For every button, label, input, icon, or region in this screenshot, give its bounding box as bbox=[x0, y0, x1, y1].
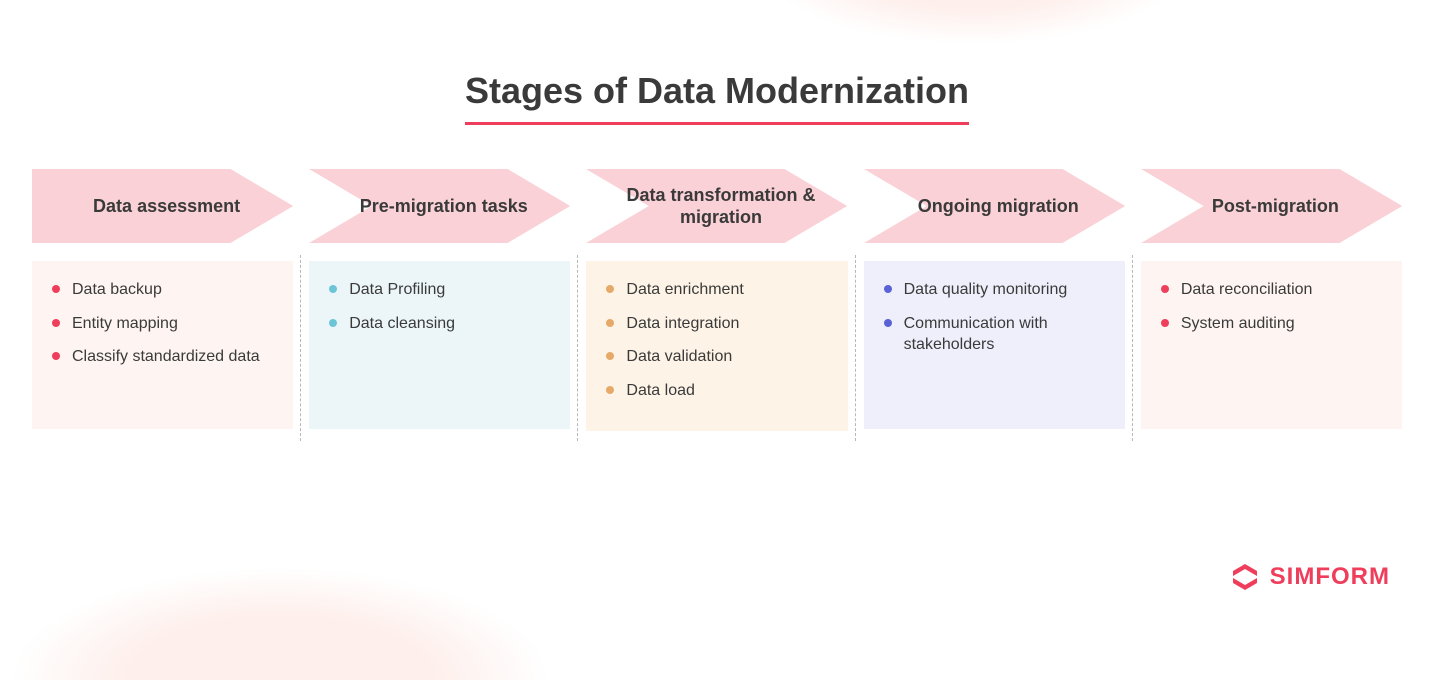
stage-item-list: Data enrichment Data integration Data vali… bbox=[606, 279, 829, 401]
stage-item-list: Data quality monitoring Communication wit… bbox=[884, 279, 1107, 356]
stages-row: Data assessment Data backup Entity mapping… bbox=[24, 169, 1410, 431]
brand-logo: SIMFORM bbox=[1230, 562, 1390, 592]
bg-wave-bottom bbox=[0, 520, 600, 680]
list-item: Data validation bbox=[606, 346, 829, 368]
stage-card: Data quality monitoring Communication wit… bbox=[864, 261, 1125, 429]
stage-column: Data assessment Data backup Entity mapping… bbox=[24, 169, 301, 431]
title-container: Stages of Data Modernization bbox=[0, 0, 1434, 125]
list-item: Data quality monitoring bbox=[884, 279, 1107, 301]
list-item: Data reconciliation bbox=[1161, 279, 1384, 301]
stage-item-list: Data reconciliation System auditing bbox=[1161, 279, 1384, 334]
list-item: System auditing bbox=[1161, 313, 1384, 335]
stage-label: Ongoing migration bbox=[884, 195, 1105, 218]
page-title: Stages of Data Modernization bbox=[465, 70, 969, 125]
stage-label: Post-migration bbox=[1178, 195, 1365, 218]
brand-logo-text: SIMFORM bbox=[1270, 563, 1390, 591]
stage-column: Post-migration Data reconciliation System … bbox=[1133, 169, 1410, 431]
list-item: Data Profiling bbox=[329, 279, 552, 301]
stage-card: Data enrichment Data integration Data vali… bbox=[586, 261, 847, 431]
stage-card: Data Profiling Data cleansing bbox=[309, 261, 570, 429]
stage-chevron: Data assessment bbox=[32, 169, 293, 243]
list-item: Data integration bbox=[606, 313, 829, 335]
stage-column: Ongoing migration Data quality monitoring… bbox=[856, 169, 1133, 431]
stage-item-list: Data Profiling Data cleansing bbox=[329, 279, 552, 334]
list-item: Data load bbox=[606, 380, 829, 402]
stage-column: Pre-migration tasks Data Profiling Data cl… bbox=[301, 169, 578, 431]
list-item: Communication with stakeholders bbox=[884, 313, 1107, 356]
stage-label: Pre-migration tasks bbox=[326, 195, 554, 218]
stage-chevron: Ongoing migration bbox=[864, 169, 1125, 243]
stage-label: Data assessment bbox=[59, 195, 266, 218]
stage-column: Data transformation & migration Data enri… bbox=[578, 169, 855, 431]
list-item: Data enrichment bbox=[606, 279, 829, 301]
list-item: Data cleansing bbox=[329, 313, 552, 335]
list-item: Data backup bbox=[52, 279, 275, 301]
stage-item-list: Data backup Entity mapping Classify standa… bbox=[52, 279, 275, 368]
stage-chevron: Data transformation & migration bbox=[586, 169, 847, 243]
list-item: Entity mapping bbox=[52, 313, 275, 335]
stage-label: Data transformation & migration bbox=[586, 184, 847, 229]
stage-card: Data reconciliation System auditing bbox=[1141, 261, 1402, 429]
simform-logo-icon bbox=[1230, 562, 1260, 592]
stage-chevron: Post-migration bbox=[1141, 169, 1402, 243]
stage-chevron: Pre-migration tasks bbox=[309, 169, 570, 243]
stage-card: Data backup Entity mapping Classify standa… bbox=[32, 261, 293, 429]
list-item: Classify standardized data bbox=[52, 346, 275, 368]
